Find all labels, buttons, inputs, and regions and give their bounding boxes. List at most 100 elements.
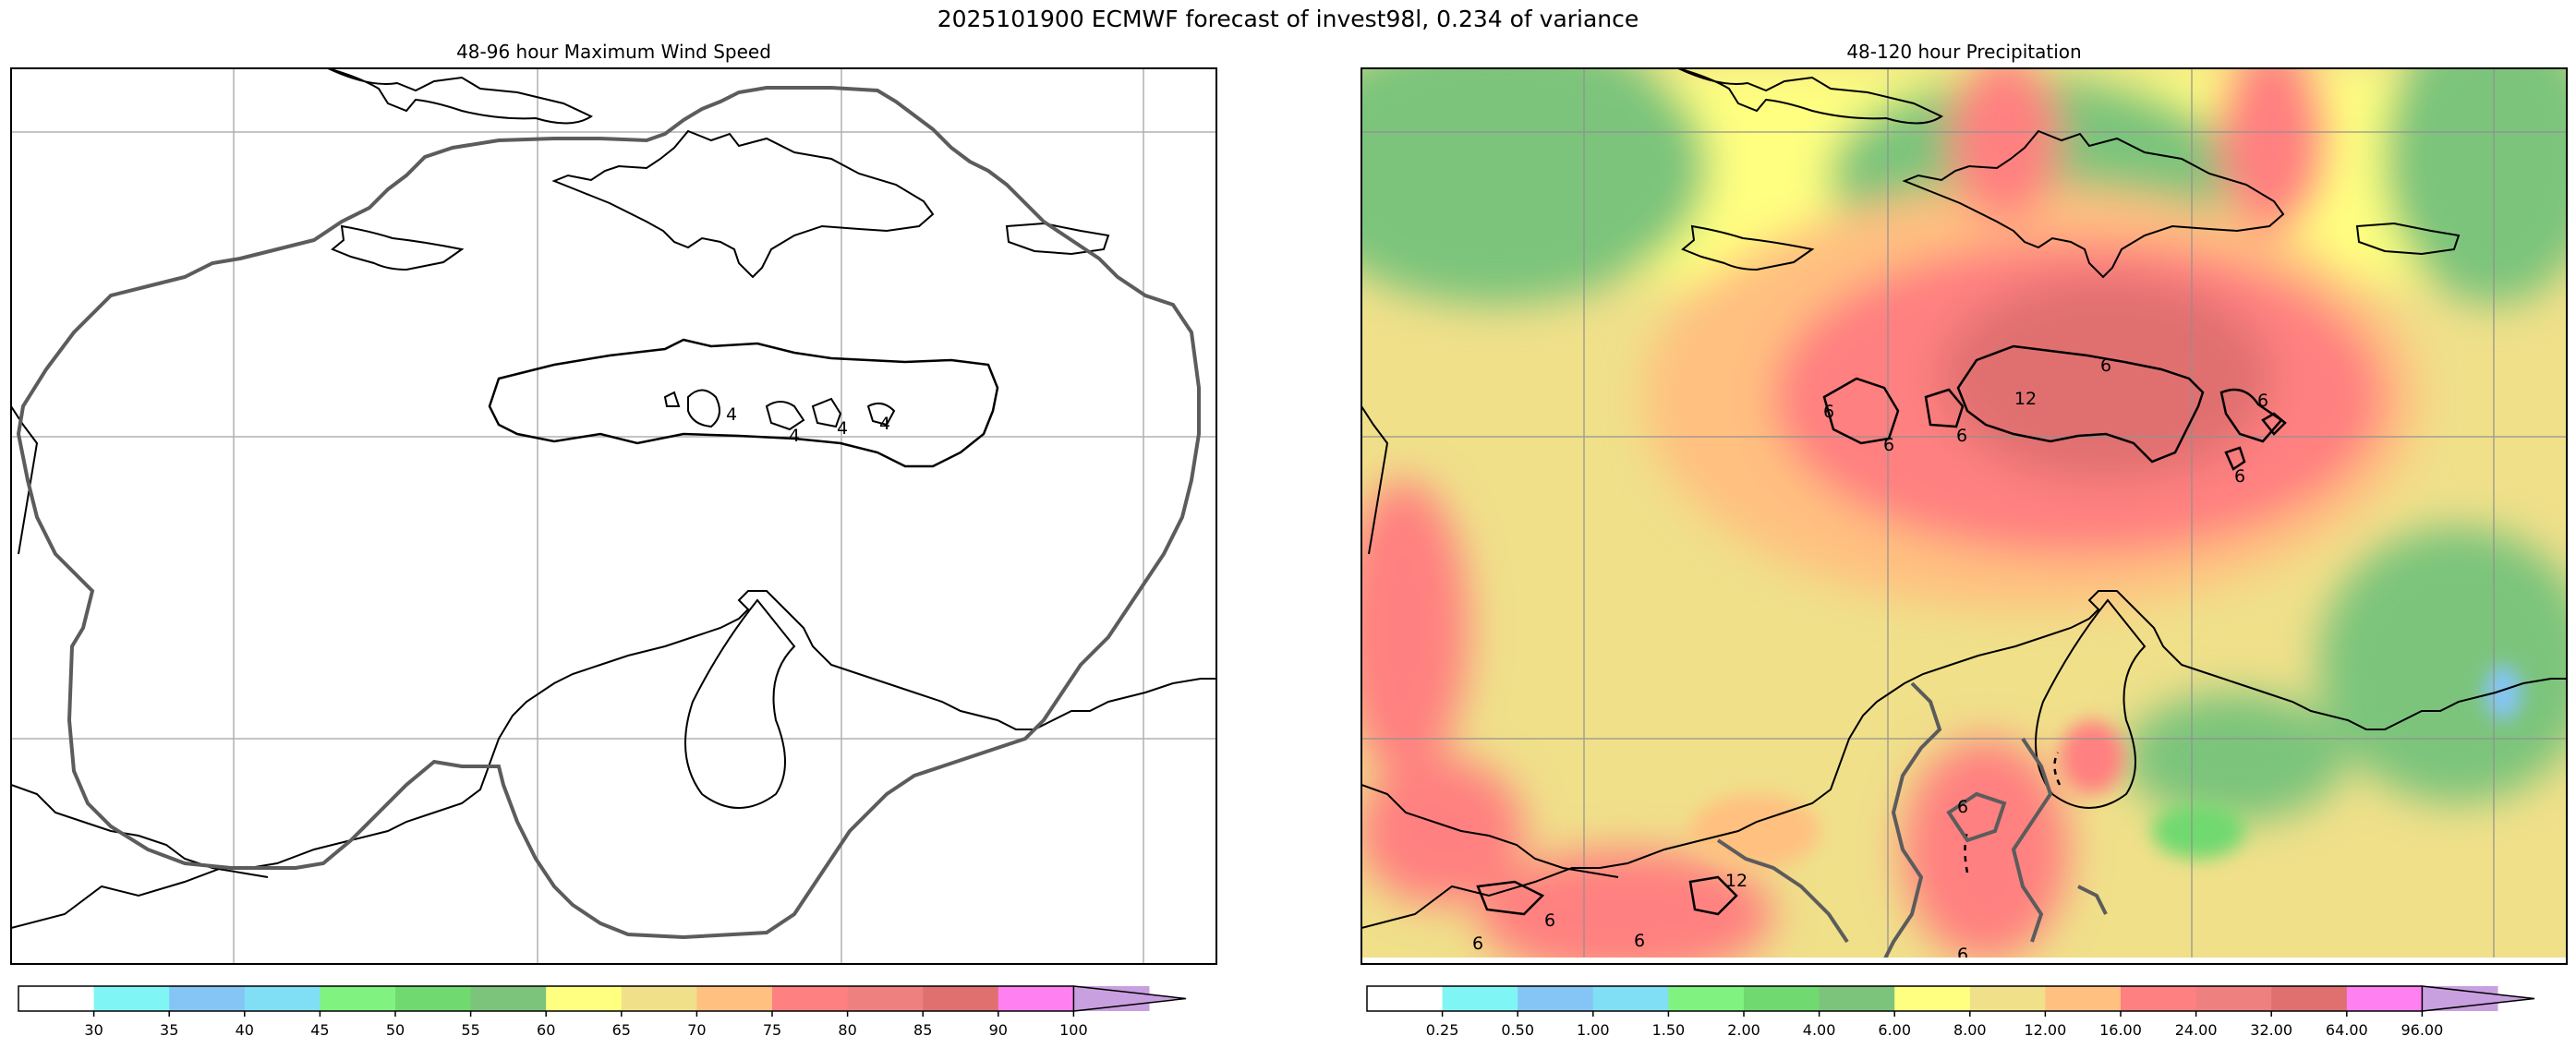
precip-coast-maracaibo xyxy=(2035,598,2147,809)
wind-colorbar-segment xyxy=(772,986,849,1011)
precip-colorbar-segment xyxy=(1518,986,1594,1011)
precip-colorbar-segment xyxy=(2346,986,2423,1011)
precip-colorbar-tick-label: 16.00 xyxy=(2099,1021,2142,1039)
wind-colorbar-tick-label: 75 xyxy=(763,1021,781,1039)
wind-colorbar-segment xyxy=(169,986,246,1011)
precip-gridlines xyxy=(1361,68,2567,964)
precip-coast-jamaica xyxy=(1681,224,1815,271)
wind-coastlines xyxy=(11,68,1216,929)
wind-contour-label: 4 xyxy=(837,418,848,439)
wind-colorbar-tick-label: 80 xyxy=(838,1021,856,1039)
wind-colorbar-segment xyxy=(93,986,170,1011)
precip-contour-label: 6 xyxy=(2234,466,2245,487)
wind-coast-maracaibo xyxy=(684,598,796,809)
figure-title: 2025101900 ECMWF forecast of invest98l, … xyxy=(937,6,1639,32)
precip-contour-label: 6 xyxy=(1956,426,1967,446)
wind-colorbar-segment xyxy=(621,986,697,1011)
wind-coast-centralamerica xyxy=(11,784,269,878)
wind-colorbar-tick-label: 45 xyxy=(310,1021,329,1039)
precip-colorbar-segment xyxy=(2045,986,2122,1011)
precip-contours xyxy=(1476,344,2287,916)
precip-panel-title: 48-120 hour Precipitation xyxy=(1846,41,2082,63)
precip-coastlines xyxy=(1361,68,2567,929)
wind-colorbar-tick-label: 70 xyxy=(687,1021,706,1039)
wind-contour-small xyxy=(663,389,896,431)
precip-colorbar-segment xyxy=(1668,986,1745,1011)
wind-contour-label: 4 xyxy=(789,426,800,446)
precip-contour-label: 6 xyxy=(1957,797,1968,817)
precip-band-darkred-core xyxy=(1940,277,2272,480)
precip-domain-boundary xyxy=(1716,681,2108,961)
wind-coast-yucatan xyxy=(11,405,39,555)
wind-gridlines xyxy=(11,68,1216,964)
precip-contour-6-west xyxy=(1822,377,1900,445)
precip-band-green-southeast xyxy=(2124,693,2346,822)
precip-spots xyxy=(1690,665,2522,868)
precip-coast-centralamerica xyxy=(1361,784,1619,878)
wind-colorbar-segment xyxy=(546,986,623,1011)
precip-spot-red xyxy=(2060,720,2124,794)
precip-coast-puertorico xyxy=(2355,222,2461,256)
precip-contour-6-east-inner xyxy=(2261,412,2287,436)
wind-colorbar-tick-label: 35 xyxy=(160,1021,178,1039)
precip-colorbar-extend-arrow xyxy=(2421,985,2535,1012)
precip-band-red-south xyxy=(1478,849,1773,964)
precip-colorbar-tick-label: 12.00 xyxy=(2024,1021,2066,1039)
wind-contour-small-d xyxy=(866,402,896,427)
precip-coast-yucatan xyxy=(1361,405,1389,555)
precip-contour-6-south xyxy=(1688,875,1738,916)
precip-colorbar-segment xyxy=(1592,986,1669,1011)
wind-coast-jamaica xyxy=(331,224,465,271)
precip-map-frame xyxy=(1361,67,2568,965)
precip-colorbar-segment xyxy=(1367,986,1444,1011)
precip-band-red-sw xyxy=(1361,757,1524,905)
precip-colorbar-segment xyxy=(1969,986,2046,1011)
precip-band-red-west xyxy=(1361,480,1469,776)
precip-colorbar-tick-label: 0.25 xyxy=(1426,1021,1459,1039)
wind-colorbar-tick-label: 65 xyxy=(612,1021,631,1039)
precip-contour-label: 6 xyxy=(1883,435,1894,455)
precip-band-red-north xyxy=(1949,68,2060,222)
wind-colorbar-segment xyxy=(470,986,547,1011)
precip-colorbar-segment xyxy=(2271,986,2348,1011)
precip-band-green-nw xyxy=(1361,68,1709,305)
wind-colorbar-segment xyxy=(18,986,95,1011)
precip-contour-label: 6 xyxy=(2100,355,2111,376)
precip-boundary-segment-b xyxy=(2011,737,2053,943)
precip-band-green-e xyxy=(2318,526,2567,803)
precip-contour-6-east-small xyxy=(2224,446,2246,471)
wind-contour-small-c xyxy=(811,397,842,428)
precip-colorbar-segment xyxy=(1744,986,1820,1011)
wind-colorbar-tick-label: 60 xyxy=(537,1021,555,1039)
precip-boundary-segment-e xyxy=(2077,885,2108,915)
precip-colorbar-tick-label: 6.00 xyxy=(1878,1021,1911,1039)
precip-colorbar-segment xyxy=(1819,986,1895,1011)
wind-map-background xyxy=(11,68,1216,964)
precip-contour-6-southwest xyxy=(1476,880,1545,916)
precip-contour-label: 6 xyxy=(1472,934,1483,954)
wind-colorbar-segment xyxy=(320,986,396,1011)
precip-colorbar-segment xyxy=(2195,986,2272,1011)
precip-coast-cuba xyxy=(1677,68,1943,125)
wind-colorbar-tick-label: 90 xyxy=(989,1021,1008,1039)
wind-contour-small-a xyxy=(687,389,720,428)
precip-colorbar-tick-label: 1.00 xyxy=(1577,1021,1610,1039)
wind-coast-southamerica xyxy=(11,590,1216,929)
precip-colorbar-tick-label: 32.00 xyxy=(2250,1021,2292,1039)
wind-colorbar-segment xyxy=(696,986,773,1011)
wind-map: 4 4 4 4 xyxy=(10,67,1217,965)
precip-contour-label: 12 xyxy=(2014,389,2037,409)
wind-coast-cuba xyxy=(327,68,593,125)
precip-map-content: 6 6 6 12 6 6 6 6 6 6 12 6 6 xyxy=(1361,68,2567,964)
precip-contour-6-dashed-a xyxy=(2053,752,2062,786)
precip-colorbar-tick-label: 1.50 xyxy=(1652,1021,1686,1039)
wind-domain-boundary xyxy=(16,86,1201,940)
wind-colorbar-extend-arrow xyxy=(1072,985,1187,1012)
precip-contour-6-east xyxy=(2219,388,2283,443)
precip-map-bottom-strip xyxy=(1361,958,2567,964)
wind-contour-label: 4 xyxy=(726,404,737,425)
precip-band-red-southcentral xyxy=(1903,739,2069,960)
precip-colorbar-segment xyxy=(1894,986,1971,1011)
wind-map-content: 4 4 4 4 xyxy=(11,68,1216,964)
wind-colorbar-tick-label: 55 xyxy=(461,1021,479,1039)
